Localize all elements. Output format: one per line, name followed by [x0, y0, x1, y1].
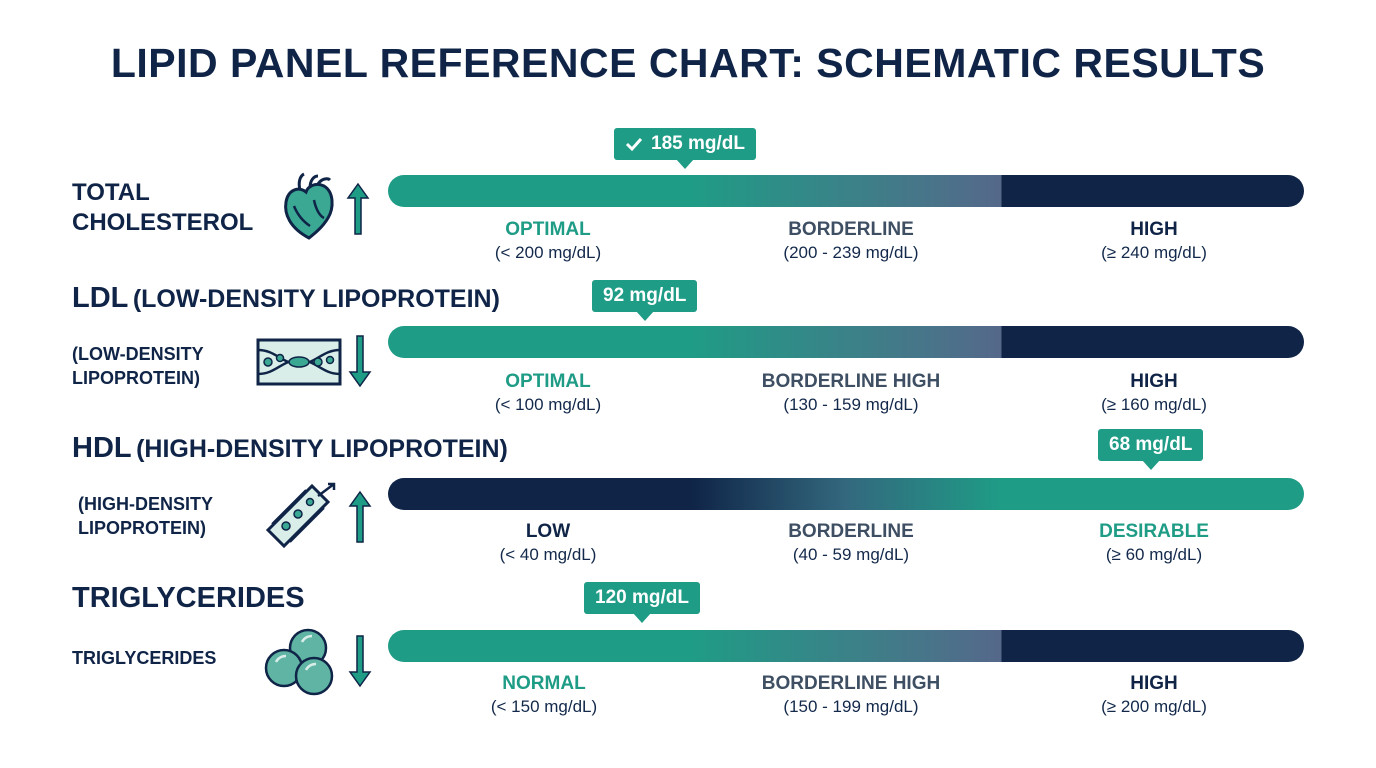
row-title-abbr: LDL	[72, 282, 129, 314]
zone-3: DESIRABLE (≥ 60 mg/dL)	[999, 520, 1309, 566]
row-total-cholesterol: TOTAL CHOLESTEROL 185 mg/dL OPTIMAL (< 2…	[0, 124, 1376, 274]
zone-name: HIGH	[1130, 673, 1178, 694]
arrow-down-icon	[348, 635, 372, 688]
side-label: (LOW-DENSITY LIPOPROTEIN)	[72, 344, 204, 388]
zone-name: OPTIMAL	[505, 371, 591, 392]
zone-1: OPTIMAL (< 200 mg/dL)	[393, 218, 703, 264]
zone-range: (200 - 239 mg/dL)	[783, 243, 919, 262]
row-title-full: (HIGH-DENSITY LIPOPROTEIN)	[136, 435, 508, 463]
zone-1: OPTIMAL (< 100 mg/dL)	[393, 370, 703, 416]
row-title: HDL (HIGH-DENSITY LIPOPROTEIN)	[72, 432, 508, 465]
row-title-abbr: HDL	[72, 432, 132, 464]
value-label: 68 mg/dL	[1109, 434, 1193, 455]
zone-range: (≥ 60 mg/dL)	[1105, 545, 1203, 564]
zone-3: HIGH (≥ 160 mg/dL)	[999, 370, 1309, 416]
zone-name: NORMAL	[502, 673, 586, 694]
arrow-up-icon	[348, 490, 372, 543]
clogged-artery-icon	[256, 338, 342, 386]
value-marker: 185 mg/dL	[614, 128, 756, 169]
zone-1: NORMAL (< 150 mg/dL)	[389, 672, 699, 718]
zone-range: (< 150 mg/dL)	[490, 697, 598, 716]
zone-2: BORDERLINE (200 - 239 mg/dL)	[696, 218, 1006, 264]
range-bar	[388, 630, 1304, 662]
zone-name: BORDERLINE HIGH	[761, 371, 941, 392]
page-title: LIPID PANEL REFERENCE CHART: SCHEMATIC R…	[110, 40, 1266, 86]
check-icon	[625, 137, 643, 152]
value-marker: 92 mg/dL	[592, 280, 698, 321]
row-triglycerides: TRIGLYCERIDES TRIGLYCERIDES 120 mg/dL NO…	[0, 580, 1376, 730]
row-hdl: HDL (HIGH-DENSITY LIPOPROTEIN) (HIGH-DEN…	[0, 428, 1376, 578]
arrow-down-icon	[348, 335, 372, 388]
row-title: TRIGLYCERIDES	[72, 582, 305, 614]
zone-name: DESIRABLE	[1099, 521, 1209, 542]
zone-name: BORDERLINE	[788, 521, 914, 542]
zone-range: (< 200 mg/dL)	[494, 243, 602, 262]
range-bar	[388, 175, 1304, 207]
zone-range: (≥ 160 mg/dL)	[1101, 395, 1207, 414]
zone-range: (40 - 59 mg/dL)	[792, 545, 910, 564]
zone-2: BORDERLINE HIGH (130 - 159 mg/dL)	[696, 370, 1006, 416]
row-title: TOTAL CHOLESTEROL	[72, 179, 254, 236]
zone-3: HIGH (≥ 240 mg/dL)	[999, 218, 1309, 264]
zone-range: (< 40 mg/dL)	[499, 545, 597, 564]
heart-icon	[284, 172, 334, 240]
range-bar	[388, 326, 1304, 358]
row-ldl: LDL (LOW-DENSITY LIPOPROTEIN) (LOW-DENSI…	[0, 276, 1376, 426]
zone-name: BORDERLINE HIGH	[761, 673, 941, 694]
side-label: (HIGH-DENSITY LIPOPROTEIN)	[78, 494, 213, 538]
zone-3: HIGH (≥ 200 mg/dL)	[999, 672, 1309, 718]
range-bar	[388, 478, 1304, 510]
value-label: 120 mg/dL	[595, 587, 689, 608]
value-marker: 68 mg/dL	[1098, 429, 1204, 470]
zone-name: BORDERLINE	[788, 219, 914, 240]
zone-range: (130 - 159 mg/dL)	[783, 395, 919, 414]
zone-1: LOW (< 40 mg/dL)	[393, 520, 703, 566]
value-marker: 120 mg/dL	[584, 582, 700, 623]
zone-2: BORDERLINE HIGH (150 - 199 mg/dL)	[696, 672, 1006, 718]
zone-2: BORDERLINE (40 - 59 mg/dL)	[696, 520, 1006, 566]
zone-name: HIGH	[1130, 219, 1178, 240]
fat-droplets-icon	[264, 628, 334, 696]
clear-artery-icon	[265, 482, 336, 549]
zone-range: (< 100 mg/dL)	[494, 395, 602, 414]
row-title-full: (LOW-DENSITY LIPOPROTEIN)	[132, 285, 500, 313]
value-label: 92 mg/dL	[603, 285, 687, 306]
zone-name: HIGH	[1130, 371, 1178, 392]
zone-name: OPTIMAL	[505, 219, 591, 240]
zone-range: (150 - 199 mg/dL)	[783, 697, 919, 716]
zone-range: (≥ 240 mg/dL)	[1101, 243, 1207, 262]
arrow-up-icon	[346, 182, 370, 235]
value-label: 185 mg/dL	[651, 133, 745, 154]
zone-range: (≥ 200 mg/dL)	[1101, 697, 1207, 716]
row-title: LDL (LOW-DENSITY LIPOPROTEIN)	[72, 282, 500, 315]
side-label: TRIGLYCERIDES	[72, 648, 217, 668]
zone-name: LOW	[525, 521, 571, 542]
